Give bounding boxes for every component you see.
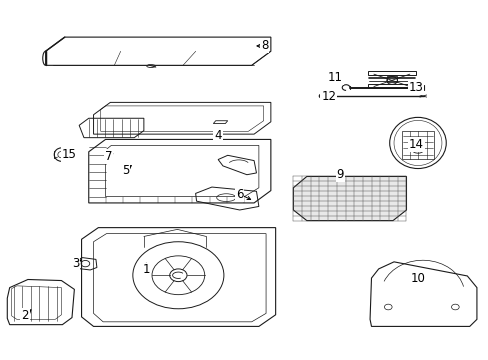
Text: 12: 12 — [321, 90, 336, 103]
Text: 11: 11 — [327, 71, 343, 84]
Text: 5: 5 — [122, 164, 129, 177]
Text: 14: 14 — [408, 138, 423, 151]
Text: 2: 2 — [21, 309, 29, 322]
Polygon shape — [293, 176, 406, 221]
Text: 6: 6 — [236, 188, 243, 201]
Text: 9: 9 — [336, 168, 344, 181]
Text: 15: 15 — [62, 148, 77, 161]
Text: 10: 10 — [410, 271, 425, 284]
Text: 8: 8 — [261, 40, 268, 53]
Text: 3: 3 — [72, 257, 80, 270]
Text: 7: 7 — [104, 150, 112, 163]
Ellipse shape — [146, 65, 155, 67]
Text: 4: 4 — [214, 129, 222, 143]
Text: 1: 1 — [142, 264, 150, 276]
Text: 13: 13 — [408, 81, 423, 94]
Circle shape — [386, 77, 397, 84]
